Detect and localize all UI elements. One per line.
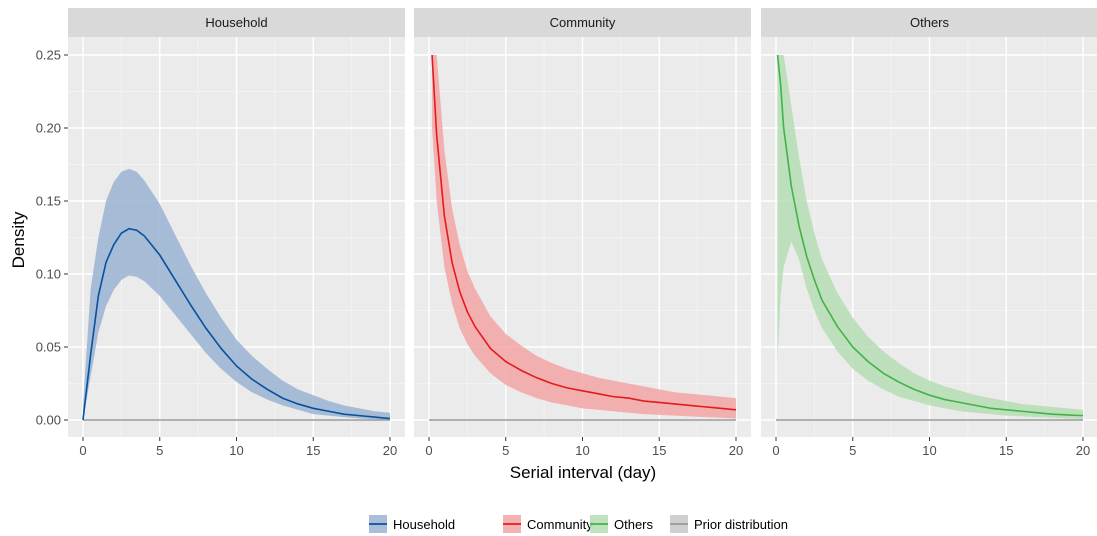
y-tick-label: 0.00: [36, 413, 61, 428]
y-axis: 0.00 0.05 0.10 0.15 0.20 0.25: [36, 48, 68, 428]
facet-strip-label: Community: [550, 15, 616, 30]
facet-strip-label: Household: [205, 15, 267, 30]
legend-item-others: Others: [590, 515, 654, 533]
facet-panel-community: Community 0 5 10 15 20: [414, 8, 751, 458]
x-tick-label: 10: [229, 443, 243, 458]
legend-item-community: Community: [503, 515, 593, 533]
facet-strip: [414, 8, 751, 37]
legend-label: Community: [527, 517, 593, 532]
facet-data: [429, 54, 737, 421]
y-axis-title: Density: [9, 211, 28, 268]
facet-data: [82, 168, 391, 421]
x-tick-label: 5: [849, 443, 856, 458]
legend-label: Household: [393, 517, 455, 532]
mean-line-household: [82, 227, 391, 421]
mean-line-others: [776, 54, 1084, 417]
facet-panel-household: Household 0 5 10 15 20: [68, 8, 405, 458]
y-tick-label: 0.20: [36, 121, 61, 136]
x-tick-label: 20: [729, 443, 743, 458]
x-tick-label: 15: [999, 443, 1013, 458]
legend-item-household: Household: [369, 515, 455, 533]
x-tick-label: 10: [575, 443, 589, 458]
legend: Household Community Others Prior distributi…: [369, 515, 788, 533]
y-tick-label: 0.15: [36, 194, 61, 209]
x-tick-label: 0: [79, 443, 86, 458]
x-tick-label: 15: [652, 443, 666, 458]
x-tick-label: 0: [425, 443, 432, 458]
legend-label: Prior distribution: [694, 517, 788, 532]
x-tick-label: 5: [156, 443, 163, 458]
x-tick-label: 20: [383, 443, 397, 458]
x-tick-label: 0: [772, 443, 779, 458]
facet-panel-others: Others 0 5 10 15 20: [761, 8, 1097, 458]
credible-interval-ribbon-household: [83, 168, 390, 420]
x-tick-label: 10: [922, 443, 936, 458]
x-tick-label: 20: [1076, 443, 1090, 458]
facet-data: [776, 54, 1084, 421]
x-tick-label: 15: [306, 443, 320, 458]
x-axis-title: Serial interval (day): [510, 463, 656, 482]
facet-strip: [68, 8, 405, 37]
facet-strip: [761, 8, 1097, 37]
facet-strip-label: Others: [910, 15, 950, 30]
y-tick-label: 0.25: [36, 48, 61, 63]
mean-line-community: [431, 54, 737, 411]
credible-interval-ribbon-others: [777, 55, 1083, 420]
legend-label: Others: [614, 517, 654, 532]
y-tick-label: 0.05: [36, 340, 61, 355]
x-tick-label: 5: [502, 443, 509, 458]
legend-item-prior-distribution: Prior distribution: [670, 515, 788, 533]
y-tick-label: 0.10: [36, 267, 61, 282]
